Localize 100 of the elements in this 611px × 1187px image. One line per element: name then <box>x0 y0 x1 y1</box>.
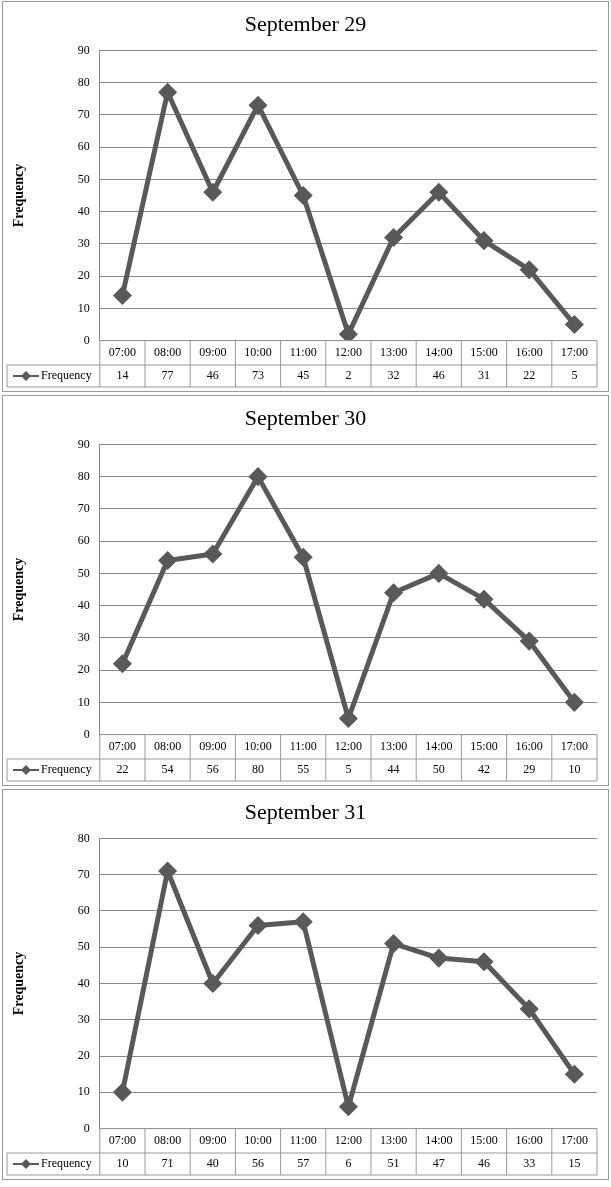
data-label: 5 <box>345 762 352 777</box>
point <box>520 261 538 279</box>
x-tick-label: 16:00 <box>515 738 543 753</box>
point <box>475 232 493 250</box>
x-tick-label: 13:00 <box>379 738 408 753</box>
data-label: 10 <box>568 762 581 777</box>
y-axis-title: Frequency <box>11 951 27 1016</box>
y-tick-label: 20 <box>77 1048 90 1063</box>
chart-title: September 29 <box>244 10 367 36</box>
chart-title: September 30 <box>244 404 367 430</box>
point <box>565 1065 583 1083</box>
data-label: 40 <box>206 1156 219 1171</box>
point <box>294 187 312 204</box>
point <box>339 709 357 727</box>
y-tick-label: 40 <box>77 203 90 218</box>
y-axis-title: Frequency <box>11 163 27 228</box>
point <box>159 83 177 101</box>
data-label: 22 <box>116 762 129 777</box>
y-tick-label: 0 <box>83 726 90 741</box>
data-label: 15 <box>568 1156 581 1171</box>
x-tick-label: 10:00 <box>244 1132 272 1147</box>
x-tick-label: 13:00 <box>379 344 408 359</box>
x-tick-label: 12:00 <box>334 344 363 359</box>
data-label: 32 <box>387 368 400 383</box>
point <box>520 1000 538 1018</box>
point <box>430 183 448 201</box>
x-tick-label: 15:00 <box>470 738 498 753</box>
x-tick-label: 17:00 <box>560 738 589 753</box>
data-label: 50 <box>432 762 445 777</box>
data-label: 33 <box>523 1156 536 1171</box>
x-tick-label: 12:00 <box>334 738 363 753</box>
data-label: 51 <box>387 1156 400 1171</box>
y-tick-label: 0 <box>83 332 90 347</box>
x-tick-label: 11:00 <box>289 344 317 359</box>
y-tick-label: 50 <box>77 565 90 580</box>
y-tick-label: 70 <box>77 866 90 881</box>
y-tick-label: 20 <box>77 268 90 283</box>
point <box>294 913 312 931</box>
data-label: 5 <box>571 368 578 383</box>
y-axis-title: Frequency <box>11 557 27 622</box>
x-tick-label: 07:00 <box>108 344 137 359</box>
x-tick-label: 16:00 <box>515 344 543 359</box>
y-tick-label: 0 <box>83 1120 90 1135</box>
data-label: 47 <box>432 1156 445 1171</box>
point <box>430 949 448 967</box>
x-tick-label: 09:00 <box>199 344 227 359</box>
x-tick-label: 08:00 <box>153 738 182 753</box>
data-label: 80 <box>252 762 264 777</box>
point <box>565 315 583 333</box>
point <box>249 96 267 114</box>
data-label: 57 <box>297 1156 310 1171</box>
data-label: 46 <box>432 368 445 383</box>
data-label: 56 <box>252 1156 264 1171</box>
data-label: 44 <box>387 762 400 777</box>
x-tick-label: 10:00 <box>244 738 272 753</box>
x-tick-label: 11:00 <box>289 738 317 753</box>
point <box>204 545 222 563</box>
x-tick-label: 12:00 <box>334 1132 363 1147</box>
y-tick-label: 10 <box>77 694 90 709</box>
y-tick-label: 80 <box>77 468 90 483</box>
data-label: 2 <box>345 368 352 383</box>
x-tick-label: 17:00 <box>560 1132 589 1147</box>
legend-label: Frequency <box>41 762 92 777</box>
point <box>475 590 493 608</box>
x-tick-label: 15:00 <box>470 344 498 359</box>
y-tick-label: 80 <box>77 74 90 89</box>
data-label: 14 <box>116 368 129 383</box>
data-label: 42 <box>478 762 490 777</box>
point <box>475 953 493 971</box>
point <box>249 916 267 934</box>
point <box>565 693 583 711</box>
x-tick-label: 10:00 <box>244 344 272 359</box>
data-label: 54 <box>161 762 174 777</box>
data-label: 22 <box>523 368 536 383</box>
x-tick-label: 17:00 <box>560 344 589 359</box>
legend-label: Frequency <box>41 1156 92 1171</box>
point <box>159 551 177 569</box>
data-label: 45 <box>297 368 310 383</box>
data-label: 10 <box>116 1156 129 1171</box>
x-tick-label: 07:00 <box>108 1132 137 1147</box>
point <box>113 655 131 673</box>
y-tick-label: 90 <box>77 436 90 451</box>
point <box>113 1083 131 1101</box>
y-tick-label: 10 <box>77 1084 90 1099</box>
y-tick-label: 70 <box>77 107 90 122</box>
x-tick-label: 14:00 <box>425 344 453 359</box>
data-label: 77 <box>161 368 174 383</box>
point <box>113 286 131 304</box>
y-tick-label: 60 <box>77 533 90 548</box>
y-tick-label: 20 <box>77 662 90 677</box>
y-tick-label: 10 <box>77 300 90 315</box>
x-tick-label: 14:00 <box>425 1132 453 1147</box>
y-tick-label: 70 <box>77 501 90 516</box>
point <box>385 935 403 953</box>
data-label: 46 <box>478 1156 490 1171</box>
y-tick-label: 40 <box>77 975 90 990</box>
data-label: 55 <box>297 762 310 777</box>
chart-title: September 31 <box>244 798 367 824</box>
data-label: 46 <box>206 368 219 383</box>
y-tick-label: 40 <box>77 597 90 612</box>
